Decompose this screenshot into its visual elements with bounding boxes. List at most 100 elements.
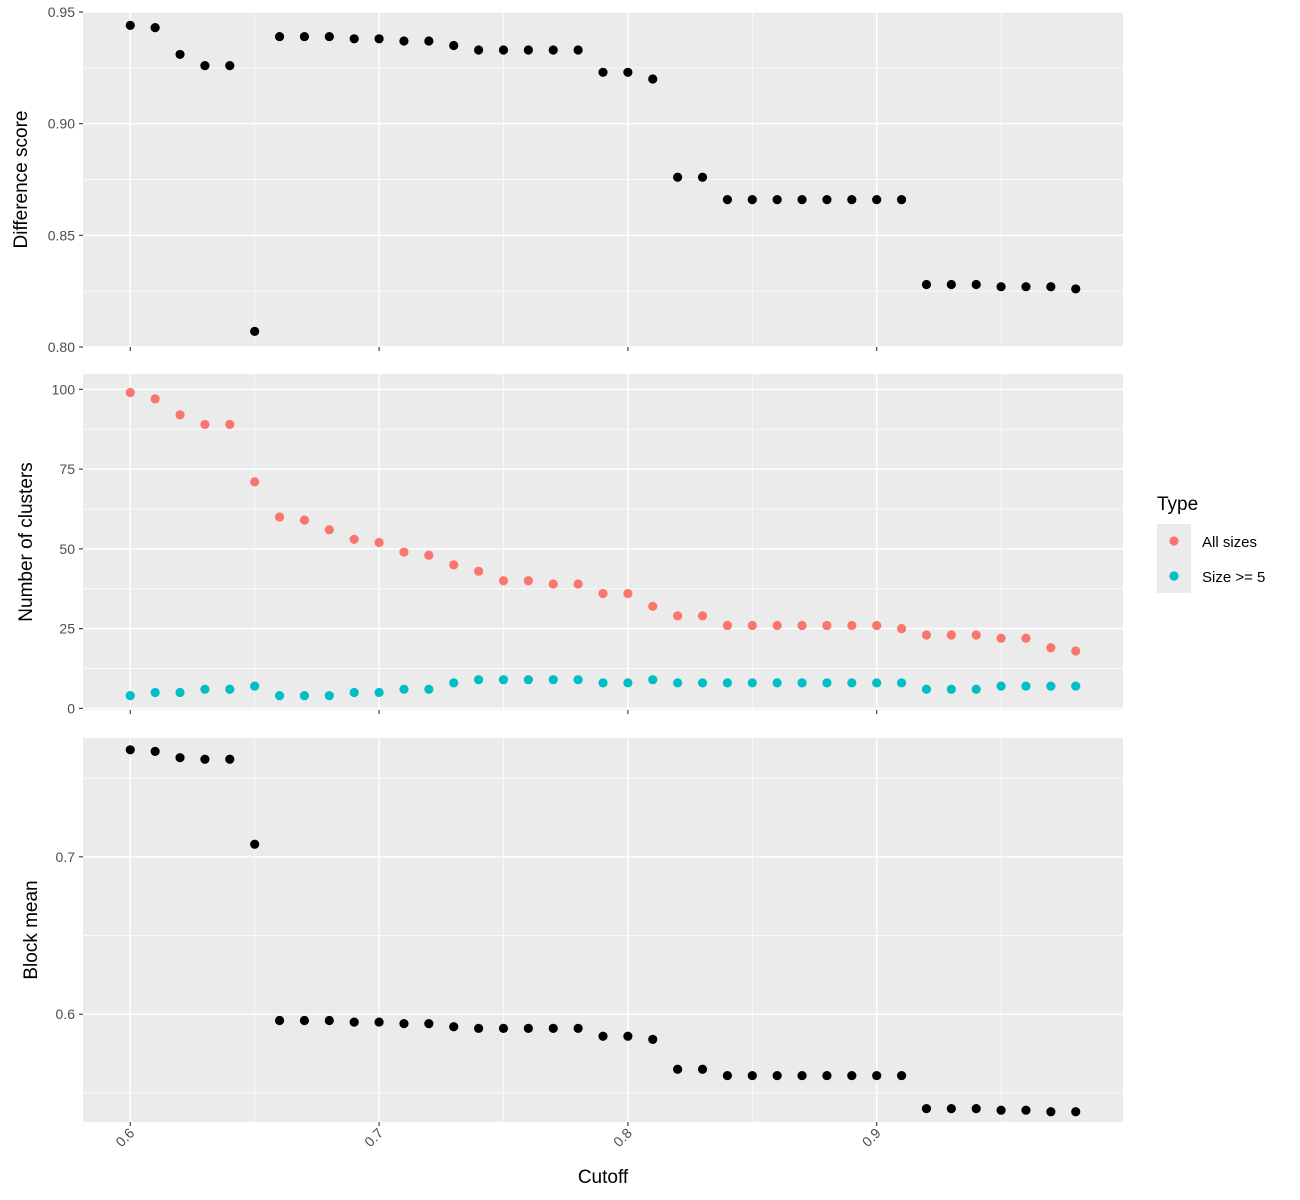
y-tick-label: 0.85 [48, 227, 75, 243]
data-point [274, 512, 285, 522]
data-point [697, 611, 708, 621]
data-point [971, 1104, 981, 1114]
data-point [921, 684, 932, 694]
data-point [498, 1023, 509, 1033]
data-point [225, 61, 235, 71]
data-point [523, 576, 533, 586]
data-point [847, 195, 857, 205]
y-tick-label: 0.90 [48, 116, 75, 132]
data-point [125, 387, 135, 398]
data-point [250, 477, 260, 487]
data-point [573, 675, 583, 685]
data-point [349, 687, 359, 698]
data-point [598, 67, 608, 77]
data-point [722, 620, 733, 631]
panel-top: 0.80 0.85 0.90 0.95 Difference score [11, 4, 1123, 355]
data-point [896, 195, 907, 205]
y-tick-label: 0.7 [56, 849, 76, 865]
data-point [747, 1070, 757, 1081]
data-point [399, 547, 409, 557]
data-point [697, 1064, 708, 1074]
y-tick-label: 50 [59, 541, 75, 557]
data-point [449, 678, 459, 688]
data-point [200, 754, 210, 764]
data-point [673, 611, 683, 621]
data-point [1046, 1107, 1056, 1117]
data-point [1071, 681, 1081, 691]
data-point [473, 566, 484, 576]
data-point [498, 45, 509, 55]
data-point [896, 1070, 907, 1081]
legend: Type All sizes Size >= 5 [1157, 494, 1265, 593]
data-point [399, 1019, 409, 1029]
legend-key-background [1157, 524, 1191, 593]
y-axis-title: Number of clusters [16, 462, 37, 621]
x-tick-label: 0.7 [361, 1125, 386, 1150]
data-point [424, 36, 434, 46]
data-point [225, 754, 235, 764]
data-point [996, 681, 1006, 691]
data-point [175, 49, 185, 60]
data-point [473, 1023, 484, 1033]
data-point [548, 579, 558, 589]
data-point [150, 23, 160, 33]
data-point [299, 515, 310, 525]
data-point [324, 691, 334, 701]
x-axis-title: Cutoff [578, 1167, 629, 1188]
data-point [125, 20, 135, 30]
y-tick-label: 0.95 [48, 4, 75, 20]
data-point [498, 576, 509, 586]
data-point [872, 678, 882, 688]
data-point [722, 678, 733, 688]
data-point [548, 1023, 558, 1033]
data-point [299, 1015, 310, 1026]
data-point [822, 1070, 832, 1081]
data-point [200, 61, 210, 71]
x-tick-label: 0.6 [112, 1125, 137, 1150]
data-point [971, 684, 981, 694]
data-point [1021, 633, 1031, 643]
data-point [1071, 1107, 1081, 1117]
data-point [598, 678, 608, 688]
data-point [1021, 282, 1031, 292]
data-point [175, 753, 185, 763]
y-axis-title: Difference score [11, 111, 32, 249]
data-point [722, 195, 733, 205]
data-point [847, 678, 857, 688]
data-point [473, 675, 484, 685]
data-point [921, 279, 932, 290]
legend-title: Type [1157, 494, 1198, 515]
data-point [1046, 643, 1056, 653]
data-point [225, 684, 235, 694]
data-point [598, 588, 608, 599]
data-point [996, 633, 1006, 643]
data-point [847, 620, 857, 631]
data-point [349, 534, 359, 544]
data-point [125, 691, 135, 701]
data-point [648, 74, 658, 84]
y-axis-title: Block mean [21, 880, 42, 979]
data-point [374, 34, 384, 44]
data-point [872, 620, 882, 631]
data-point [598, 1031, 608, 1041]
data-point [946, 630, 956, 640]
data-point [648, 1034, 658, 1044]
data-point [424, 684, 434, 694]
panel-middle: 0 25 50 75 100 Number of clusters [16, 374, 1123, 716]
data-point [996, 282, 1006, 292]
y-tick-label: 25 [59, 621, 75, 637]
data-point [648, 675, 658, 685]
data-point [697, 678, 708, 688]
data-point [200, 684, 210, 694]
data-point [299, 31, 310, 42]
data-point [822, 195, 832, 205]
data-point [772, 195, 782, 205]
data-point [523, 1023, 533, 1033]
data-point [872, 1070, 882, 1081]
data-point [772, 678, 782, 688]
data-point [349, 34, 359, 44]
data-point [274, 31, 285, 42]
data-point [648, 601, 658, 611]
data-point [125, 745, 135, 755]
